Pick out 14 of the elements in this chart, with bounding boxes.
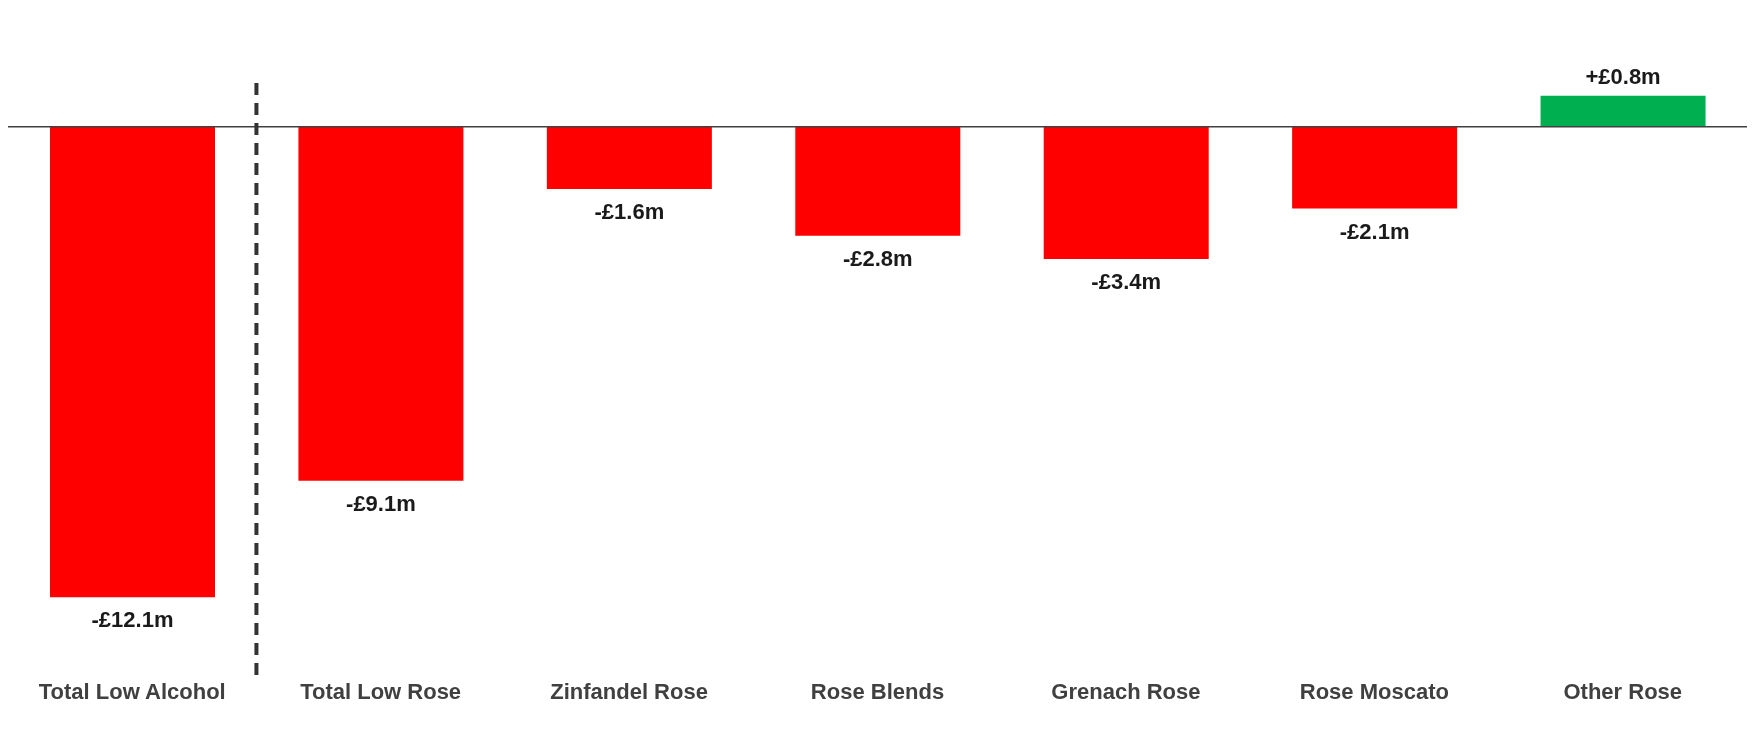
x-tick-label: Grenach Rose — [1051, 678, 1201, 704]
x-tick-label: Total Low Rose — [300, 678, 462, 704]
data-label: +£0.8m — [1585, 63, 1661, 89]
x-tick-label: Zinfandel Rose — [550, 678, 708, 704]
data-label: -£12.1m — [91, 607, 174, 633]
data-label: -£3.4m — [1091, 269, 1162, 295]
x-tick-label: Rose Moscato — [1299, 678, 1449, 704]
data-label: -£2.1m — [1339, 218, 1410, 244]
data-label: -£2.8m — [842, 245, 913, 271]
data-label: -£9.1m — [346, 490, 416, 516]
x-tick-label: Total Low Alcohol — [38, 678, 226, 704]
data-label: -£1.6m — [594, 199, 665, 225]
x-tick-label: Rose Blends — [810, 678, 945, 704]
x-tick-label: Other Rose — [1563, 678, 1683, 704]
